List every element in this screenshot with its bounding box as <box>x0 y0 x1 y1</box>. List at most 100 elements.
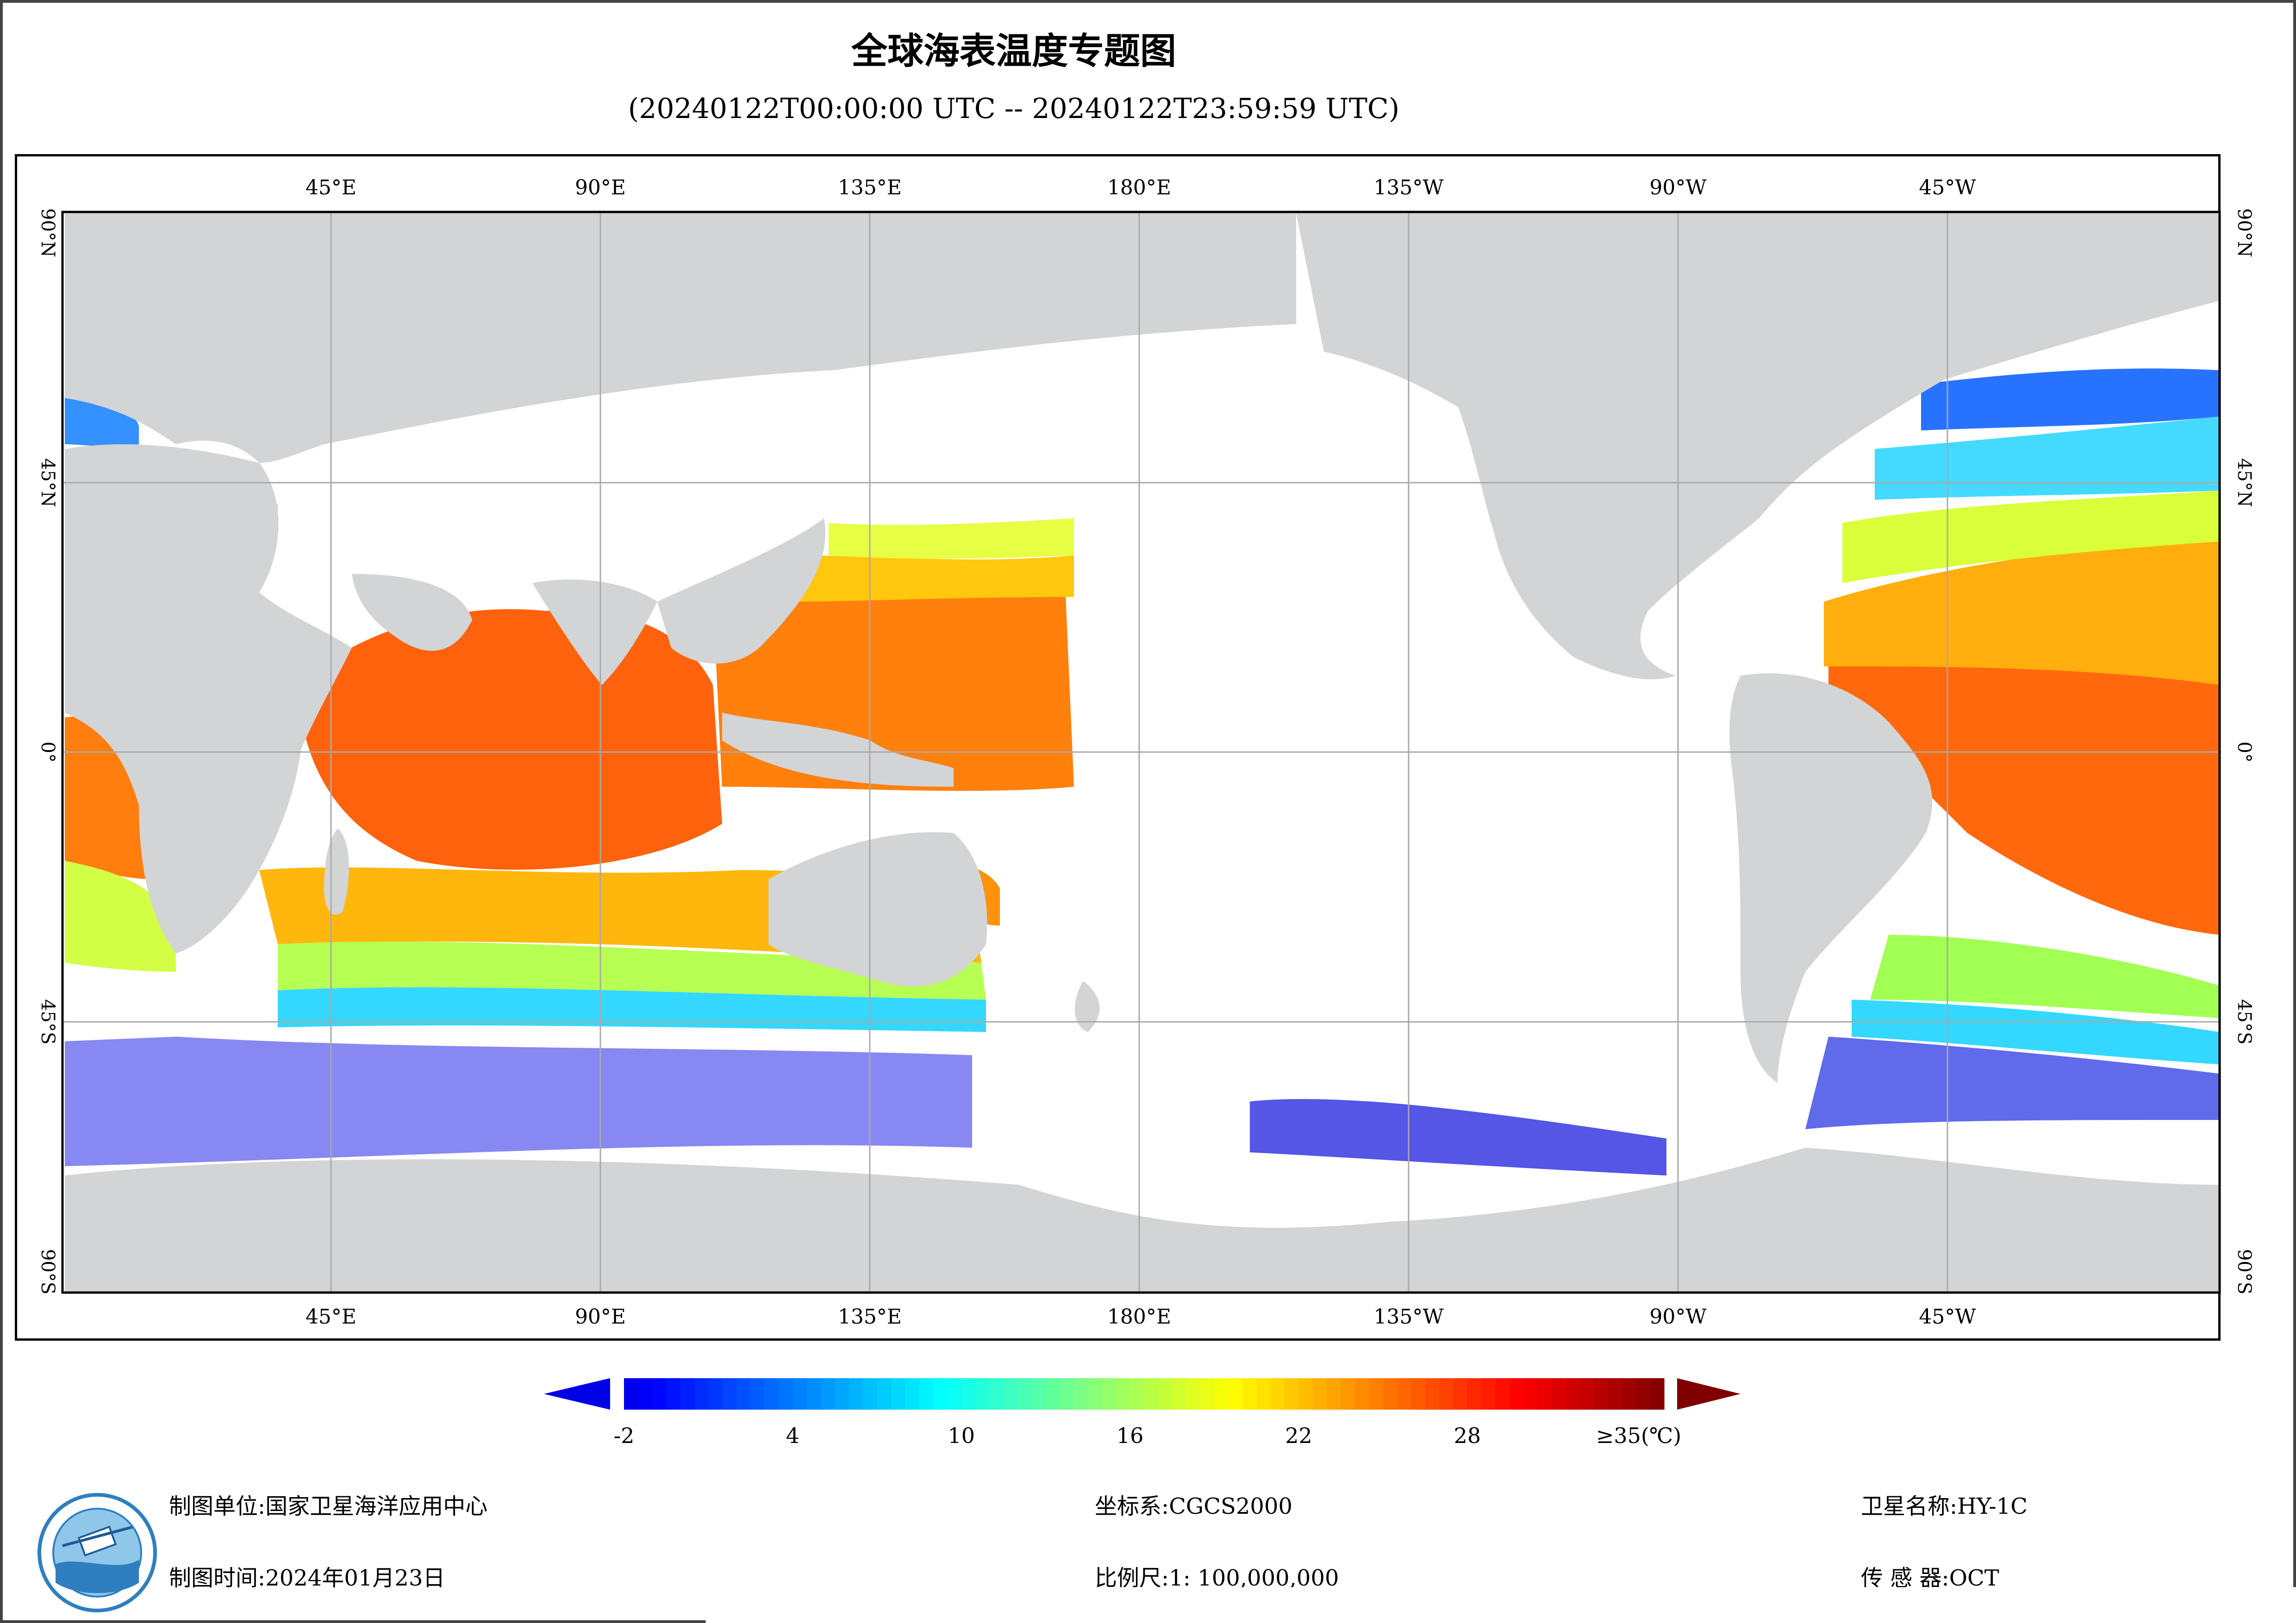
crs-field: 坐标系:CGCS2000 <box>1095 1488 1292 1520</box>
colorbar-segment <box>1383 1378 1398 1410</box>
colorbar-segment <box>919 1378 934 1410</box>
colorbar-segments <box>624 1378 1665 1410</box>
colorbar-segment <box>1285 1378 1299 1410</box>
colorbar-segment <box>1552 1378 1566 1410</box>
colorbar-legend: -2 4 10 16 22 28 ≥35(℃) <box>0 0 2296 1481</box>
colorbar-segment <box>1454 1378 1468 1410</box>
colorbar-segment <box>1510 1378 1524 1410</box>
colorbar-segment <box>694 1378 709 1410</box>
colorbar-segment <box>792 1378 807 1410</box>
colorbar-segment <box>1299 1378 1313 1410</box>
colorbar-segment <box>1200 1378 1215 1410</box>
colorbar-tick-label: 28 <box>1454 1423 1481 1448</box>
colorbar-segment <box>1341 1378 1355 1410</box>
colorbar-segment <box>1004 1378 1018 1410</box>
colorbar-segment <box>1622 1378 1636 1410</box>
colorbar-segment <box>1580 1378 1594 1410</box>
colorbar-segment <box>1088 1378 1102 1410</box>
colorbar-segment <box>905 1378 919 1410</box>
colorbar-segment <box>1467 1378 1482 1410</box>
colorbar-segment <box>624 1378 638 1410</box>
colorbar-segment <box>835 1378 849 1410</box>
sensor-field: 传 感 器:OCT <box>1861 1560 1999 1592</box>
colorbar-segment <box>1411 1378 1425 1410</box>
colorbar-segment <box>1116 1378 1130 1410</box>
colorbar-segment <box>877 1378 892 1410</box>
colorbar-segment <box>989 1378 1004 1410</box>
colorbar-tick-label: 4 <box>786 1423 799 1448</box>
colorbar-segment <box>1242 1378 1257 1410</box>
colorbar-over-arrow <box>1677 1378 1741 1410</box>
date-field: 制图时间:2024年01月23日 <box>169 1560 445 1592</box>
colorbar-segment <box>891 1378 905 1410</box>
colorbar-segment <box>736 1378 751 1410</box>
colorbar-segment <box>1636 1378 1650 1410</box>
colorbar-segment <box>863 1378 877 1410</box>
time-value: 2024年01月23日 <box>265 1565 445 1591</box>
colorbar-segment <box>1313 1378 1327 1410</box>
colorbar-segment <box>1271 1378 1285 1410</box>
colorbar-under-arrow <box>544 1378 610 1410</box>
time-label: 制图时间: <box>169 1565 265 1591</box>
satellite-value: HY-1C <box>1957 1493 2028 1519</box>
colorbar-segment <box>1144 1378 1159 1410</box>
colorbar-segment <box>1481 1378 1496 1410</box>
colorbar-segment <box>821 1378 835 1410</box>
org-value: 国家卫星海洋应用中心 <box>265 1493 487 1519</box>
org-field: 制图单位:国家卫星海洋应用中心 <box>169 1488 487 1520</box>
colorbar-segment <box>1017 1378 1032 1410</box>
colorbar-segment <box>1566 1378 1580 1410</box>
colorbar-segment <box>708 1378 723 1410</box>
colorbar-segment <box>961 1378 976 1410</box>
colorbar-tick-label: -2 <box>614 1423 635 1448</box>
colorbar-segment <box>1060 1378 1074 1410</box>
colorbar-segment <box>1130 1378 1144 1410</box>
colorbar-segment <box>1496 1378 1510 1410</box>
colorbar-segment <box>666 1378 680 1410</box>
colorbar-segment <box>1355 1378 1369 1410</box>
colorbar-segment <box>1186 1378 1201 1410</box>
colorbar-segment <box>807 1378 821 1410</box>
crs-label: 坐标系: <box>1095 1493 1169 1519</box>
nsoas-logo <box>35 1490 160 1615</box>
colorbar-segment <box>1397 1378 1411 1410</box>
colorbar-tick-label: 10 <box>948 1423 975 1448</box>
colorbar-segment <box>680 1378 694 1410</box>
colorbar-segment <box>1608 1378 1622 1410</box>
scale-label: 比例尺: <box>1095 1565 1169 1591</box>
colorbar-segment <box>849 1378 863 1410</box>
sensor-label: 传 感 器: <box>1861 1565 1949 1591</box>
colorbar-segment <box>1425 1378 1440 1410</box>
satellite-field: 卫星名称:HY-1C <box>1861 1488 2028 1520</box>
sensor-value: OCT <box>1949 1565 1999 1591</box>
colorbar-tick-label: ≥35(℃) <box>1596 1423 1681 1448</box>
colorbar-segment <box>1172 1378 1186 1410</box>
colorbar-segment <box>765 1378 779 1410</box>
colorbar-segment <box>1032 1378 1046 1410</box>
colorbar-segment <box>652 1378 667 1410</box>
crs-value: CGCS2000 <box>1169 1493 1292 1519</box>
colorbar-segment <box>1327 1378 1341 1410</box>
colorbar-tick-label: 22 <box>1285 1423 1312 1448</box>
colorbar-segment <box>1538 1378 1552 1410</box>
colorbar-segment <box>975 1378 990 1410</box>
colorbar-segment <box>1214 1378 1229 1410</box>
colorbar-segment <box>933 1378 948 1410</box>
colorbar-tick-label: 16 <box>1117 1423 1144 1448</box>
colorbar-segment <box>1650 1378 1665 1410</box>
colorbar-segment <box>1369 1378 1383 1410</box>
colorbar-segment <box>1594 1378 1608 1410</box>
colorbar-segment <box>1074 1378 1088 1410</box>
colorbar-segment <box>1102 1378 1116 1410</box>
scale-value: 1: 100,000,000 <box>1169 1565 1339 1591</box>
colorbar-segment <box>1229 1378 1243 1410</box>
colorbar-segment <box>723 1378 737 1410</box>
colorbar-segment <box>750 1378 765 1410</box>
colorbar-segment <box>779 1378 793 1410</box>
colorbar-segment <box>1256 1378 1271 1410</box>
colorbar-segment <box>1158 1378 1173 1410</box>
colorbar-segment <box>638 1378 652 1410</box>
scale-field: 比例尺:1: 100,000,000 <box>1095 1560 1339 1592</box>
colorbar-segment <box>947 1378 961 1410</box>
colorbar-segment <box>1523 1378 1538 1410</box>
